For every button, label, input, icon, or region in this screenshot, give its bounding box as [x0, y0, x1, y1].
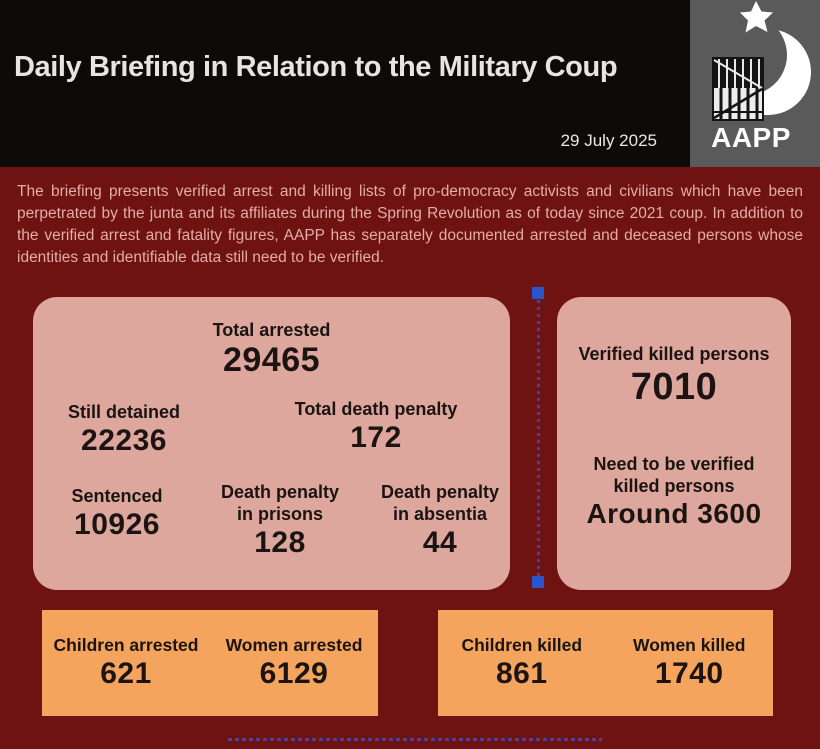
stat-still-detained: Still detained 22236	[39, 401, 209, 459]
stat-death-penalty-absentia: Death penalty in absentia 44	[365, 481, 515, 561]
stat-need-verified-killed: Need to be verified killed persons Aroun…	[557, 453, 791, 531]
logo-graphic	[707, 1, 811, 121]
stat-women-arrested: Women arrested 6129	[210, 634, 378, 692]
stat-value: 44	[422, 526, 458, 559]
stat-value: 1740	[654, 657, 724, 690]
stat-value: 6129	[259, 657, 329, 690]
stat-sentenced: Sentenced 10926	[37, 485, 197, 543]
stat-death-penalty-prisons: Death penalty in prisons 128	[190, 481, 370, 561]
stat-label: Still detained	[67, 402, 181, 422]
stat-label: Total death penalty	[294, 399, 458, 419]
stat-label: Death penalty	[220, 482, 340, 502]
stat-label: Children killed	[461, 635, 583, 655]
stat-value: 861	[495, 657, 548, 690]
divider-endpoint-top	[532, 287, 544, 299]
killed-strip: Children killed 861 Women killed 1740	[438, 610, 773, 716]
stat-value: 22236	[81, 424, 167, 457]
stat-label: Women killed	[633, 635, 746, 655]
stat-total-arrested: Total arrested 29465	[33, 319, 510, 379]
date-label: 29 July 2025	[560, 131, 657, 150]
page-title: Daily Briefing in Relation to the Milita…	[14, 51, 618, 83]
stat-verified-killed: Verified killed persons 7010	[557, 343, 791, 409]
intro-paragraph: The briefing presents verified arrest an…	[17, 183, 803, 266]
divider-endpoint-bottom	[532, 576, 544, 588]
stat-total-death-penalty: Total death penalty 172	[276, 398, 476, 456]
star-icon	[740, 1, 773, 33]
stat-label: Death penalty	[380, 482, 500, 502]
stat-children-arrested: Children arrested 621	[42, 634, 210, 692]
arrested-strip: Children arrested 621 Women arrested 612…	[42, 610, 378, 716]
logo-text: AAPP	[711, 122, 791, 153]
bottom-dashed-line	[228, 738, 602, 741]
divider-dotted-line	[537, 293, 540, 581]
prison-gate-icon	[712, 57, 764, 121]
arrest-stats-panel: Total arrested 29465 Still detained 2223…	[33, 297, 510, 590]
stat-value: Around 3600	[586, 498, 762, 529]
stat-value: 7010	[630, 366, 718, 408]
stat-value: 172	[350, 421, 402, 454]
stat-label: Need to be verified	[593, 454, 755, 474]
stat-label: in prisons	[236, 504, 323, 524]
stat-children-killed: Children killed 861	[438, 634, 606, 692]
stat-label: Women arrested	[225, 635, 363, 655]
header-band: Daily Briefing in Relation to the Milita…	[0, 0, 690, 167]
stat-label: Sentenced	[71, 486, 163, 506]
stat-label: in absentia	[392, 504, 488, 524]
stat-label: Children arrested	[53, 635, 199, 655]
stat-value: 621	[100, 657, 152, 690]
stat-value: 128	[254, 526, 306, 559]
stat-women-killed: Women killed 1740	[606, 634, 774, 692]
stat-label: Total arrested	[212, 320, 331, 340]
stat-value: 10926	[74, 508, 160, 541]
stat-label: killed persons	[613, 476, 735, 496]
stat-value: 29465	[222, 341, 321, 379]
killed-stats-panel: Verified killed persons 7010 Need to be …	[557, 297, 791, 590]
aapp-logo: AAPP	[690, 0, 820, 167]
stat-label: Verified killed persons	[578, 344, 770, 364]
